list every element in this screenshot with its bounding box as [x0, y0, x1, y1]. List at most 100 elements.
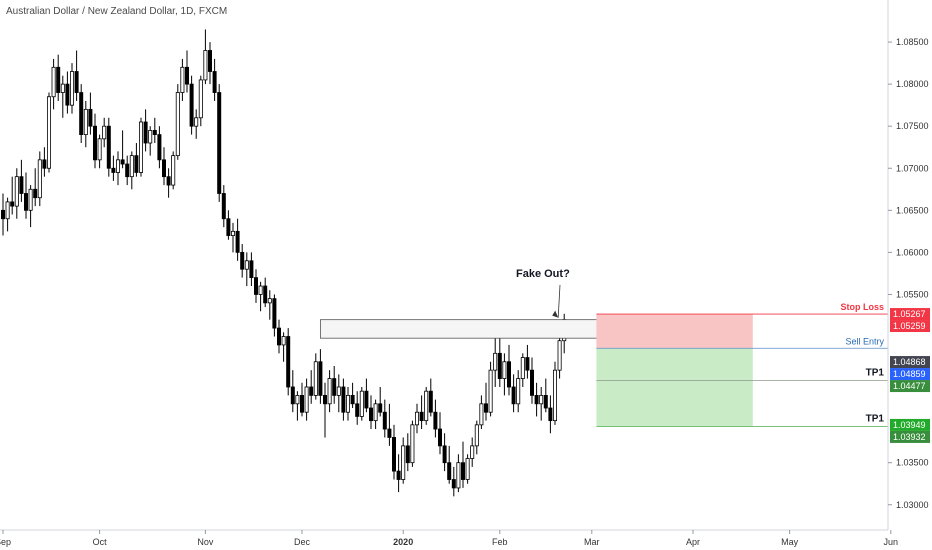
candle[interactable]	[47, 92, 52, 173]
candle[interactable]	[221, 185, 226, 228]
candle[interactable]	[327, 370, 332, 413]
candle[interactable]	[88, 92, 93, 135]
candle[interactable]	[488, 361, 493, 417]
candle[interactable]	[456, 454, 461, 493]
candle[interactable]	[0, 193, 6, 236]
candle[interactable]	[79, 84, 84, 144]
candle[interactable]	[345, 386, 350, 421]
candle[interactable]	[359, 386, 364, 421]
time-axis[interactable]: Sep Oct Nov Dec 2020 Feb Mar Apr May Jun	[0, 530, 898, 547]
candle[interactable]	[506, 344, 511, 396]
candle[interactable]	[198, 75, 203, 127]
candle[interactable]	[525, 344, 530, 379]
candle[interactable]	[33, 168, 38, 207]
candle[interactable]	[396, 454, 401, 493]
candle[interactable]	[410, 420, 415, 467]
candle[interactable]	[184, 50, 189, 93]
candle[interactable]	[516, 370, 521, 413]
candle[interactable]	[447, 445, 452, 484]
candle[interactable]	[56, 54, 61, 101]
candle[interactable]	[391, 424, 396, 480]
candle[interactable]	[14, 168, 19, 219]
candle[interactable]	[212, 58, 217, 101]
candle[interactable]	[557, 336, 562, 379]
candle[interactable]	[272, 294, 277, 337]
candle[interactable]	[249, 252, 254, 287]
candle[interactable]	[502, 353, 507, 396]
candle[interactable]	[290, 370, 295, 413]
candle[interactable]	[51, 58, 56, 110]
candle[interactable]	[23, 172, 28, 219]
candle[interactable]	[240, 243, 245, 278]
candle[interactable]	[534, 382, 539, 417]
candle[interactable]	[244, 252, 249, 287]
candle[interactable]	[207, 42, 212, 85]
candle[interactable]	[539, 386, 544, 421]
candle[interactable]	[203, 29, 208, 85]
candle[interactable]	[28, 185, 33, 228]
candle[interactable]	[5, 197, 10, 232]
candle[interactable]	[451, 466, 456, 497]
candle[interactable]	[134, 143, 139, 177]
candle[interactable]	[548, 395, 553, 434]
candle[interactable]	[373, 399, 378, 430]
candle[interactable]	[465, 454, 470, 484]
candle[interactable]	[428, 378, 433, 417]
candle[interactable]	[157, 126, 162, 169]
candle[interactable]	[350, 382, 355, 409]
plot-area[interactable]	[0, 29, 567, 497]
candle[interactable]	[37, 151, 42, 207]
candle[interactable]	[336, 374, 341, 413]
candle[interactable]	[93, 113, 98, 169]
candle[interactable]	[401, 437, 406, 484]
candle[interactable]	[263, 277, 268, 308]
candle[interactable]	[295, 391, 300, 421]
candle[interactable]	[120, 130, 125, 169]
candle[interactable]	[42, 147, 47, 177]
candle[interactable]	[281, 332, 286, 362]
candle[interactable]	[437, 412, 442, 455]
candle[interactable]	[189, 75, 194, 135]
candle[interactable]	[143, 109, 148, 152]
candle[interactable]	[474, 420, 479, 455]
candle[interactable]	[424, 386, 429, 425]
candle[interactable]	[10, 176, 15, 215]
candle[interactable]	[286, 328, 291, 396]
candle[interactable]	[332, 365, 337, 404]
candle[interactable]	[65, 71, 70, 114]
candle[interactable]	[405, 433, 410, 472]
candle[interactable]	[364, 378, 369, 413]
candle[interactable]	[497, 332, 502, 387]
candle[interactable]	[175, 84, 180, 160]
candle[interactable]	[97, 134, 102, 169]
candle[interactable]	[530, 357, 535, 404]
candle[interactable]	[230, 222, 235, 253]
candle[interactable]	[180, 58, 185, 101]
candle[interactable]	[226, 210, 231, 240]
candle[interactable]	[387, 403, 392, 446]
candle[interactable]	[382, 399, 387, 438]
candle[interactable]	[166, 168, 171, 198]
candle[interactable]	[267, 290, 272, 320]
candle[interactable]	[355, 391, 360, 425]
candle[interactable]	[460, 441, 465, 488]
candle[interactable]	[433, 399, 438, 438]
candle[interactable]	[83, 100, 88, 148]
candle[interactable]	[148, 126, 153, 156]
candle[interactable]	[161, 147, 166, 186]
candle[interactable]	[106, 117, 111, 177]
candle[interactable]	[152, 117, 157, 144]
target-zone[interactable]	[596, 348, 753, 427]
candle[interactable]	[378, 386, 383, 417]
candle[interactable]	[322, 382, 327, 438]
candle[interactable]	[442, 433, 447, 472]
candle[interactable]	[553, 361, 558, 425]
candle[interactable]	[19, 159, 24, 202]
candle[interactable]	[520, 353, 525, 387]
candle[interactable]	[74, 50, 79, 101]
candle[interactable]	[138, 117, 143, 177]
candle[interactable]	[116, 151, 121, 186]
candle[interactable]	[470, 437, 475, 467]
candle[interactable]	[368, 395, 373, 430]
